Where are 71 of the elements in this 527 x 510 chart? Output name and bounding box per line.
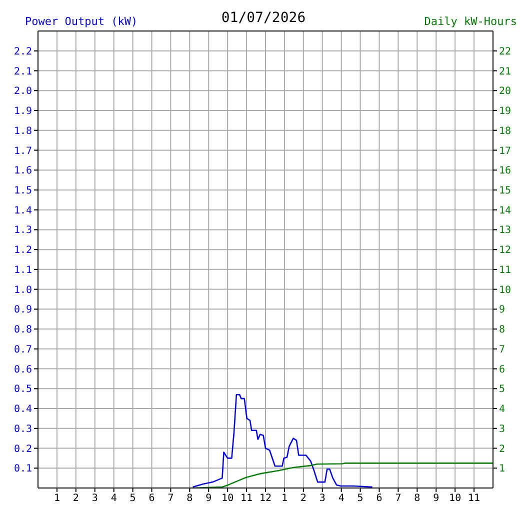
y-axis-title: Power Output (kW) [25, 15, 138, 28]
y-tick-label: 0.2 [14, 444, 32, 455]
y2-axis-title: Daily kW-Hours [424, 15, 517, 28]
x-tick-label: 9 [433, 493, 440, 504]
chart-title: 01/07/2026 [221, 10, 306, 26]
y-tick-label: 2.2 [14, 46, 32, 58]
y2-tick-label: 3 [499, 424, 506, 435]
x-tick-label: 12 [259, 493, 272, 504]
y-tick-label: 0.9 [14, 304, 32, 316]
x-tick-label: 1 [54, 493, 60, 504]
y-tick-label: 0.5 [14, 384, 32, 396]
y-tick-label: 0.7 [14, 344, 32, 356]
x-tick-label: 9 [206, 493, 212, 504]
y-tick-label: 1.1 [14, 264, 32, 276]
x-tick-label: 7 [168, 493, 174, 504]
y-tick-label: 0.8 [14, 324, 32, 336]
x-tick-label: 5 [130, 493, 136, 504]
y2-tick-label: 9 [499, 304, 506, 316]
x-tick-label: 7 [395, 493, 402, 504]
y2-tick-label: 2 [499, 444, 506, 455]
y-tick-label: 1.4 [14, 205, 32, 216]
y-tick-label: 1.2 [14, 245, 32, 256]
x-tick-label: 5 [357, 493, 364, 504]
y-tick-label: 1.3 [14, 225, 32, 236]
x-tick-label: 3 [319, 493, 326, 504]
x-tick-label: 10 [449, 493, 462, 504]
x-tick-label: 11 [468, 493, 480, 504]
y2-tick-label: 19 [499, 106, 512, 118]
y-tick-label: 1.6 [14, 166, 32, 177]
x-tick-label: 6 [376, 493, 382, 504]
y2-tick-label: 8 [499, 324, 506, 336]
x-tick-label: 8 [186, 493, 193, 504]
y-tick-label: 2.1 [14, 66, 32, 78]
y2-tick-label: 6 [499, 364, 506, 376]
x-tick-label: 1 [281, 493, 288, 504]
y2-tick-label: 7 [499, 344, 506, 356]
x-tick-label: 2 [300, 493, 306, 504]
x-tick-label: 3 [92, 493, 98, 504]
y2-tick-label: 20 [499, 86, 512, 98]
y-tick-label: 1.5 [14, 186, 32, 197]
y-tick-label: 0.4 [14, 404, 32, 416]
y2-tick-label: 15 [499, 186, 512, 197]
y-tick-label: 0.3 [14, 424, 32, 435]
y-tick-label: 1.9 [14, 106, 32, 118]
y-tick-label: 1.0 [14, 284, 32, 296]
y-tick-label: 1.7 [14, 146, 32, 157]
y2-tick-label: 14 [499, 205, 512, 216]
line-series [192, 394, 373, 488]
y-tick-label: 0.6 [14, 364, 32, 376]
y-tick-label: 0.1 [14, 464, 32, 475]
y-tick-label: 1.8 [14, 126, 32, 137]
x-tick-label: 8 [414, 493, 420, 504]
x-tick-label: 4 [110, 493, 117, 504]
y2-tick-label: 12 [499, 245, 512, 256]
x-tick-label: 11 [240, 493, 253, 504]
x-tick-label: 6 [148, 493, 155, 504]
y2-tick-label: 11 [499, 264, 512, 276]
y2-tick-label: 4 [499, 404, 506, 416]
x-tick-label: 2 [72, 493, 79, 504]
y2-tick-label: 16 [499, 166, 512, 177]
y-tick-label: 2.0 [14, 86, 32, 98]
y2-tick-label: 17 [499, 146, 512, 157]
x-tick-label: 10 [222, 493, 234, 504]
y2-tick-label: 21 [499, 66, 512, 78]
y2-tick-label: 18 [499, 126, 512, 137]
x-tick-label: 4 [338, 493, 344, 504]
y2-tick-label: 13 [499, 225, 512, 236]
y2-tick-label: 1 [499, 464, 506, 475]
y2-tick-label: 10 [499, 284, 512, 296]
y2-tick-label: 22 [499, 46, 512, 58]
y2-tick-label: 5 [499, 384, 506, 396]
